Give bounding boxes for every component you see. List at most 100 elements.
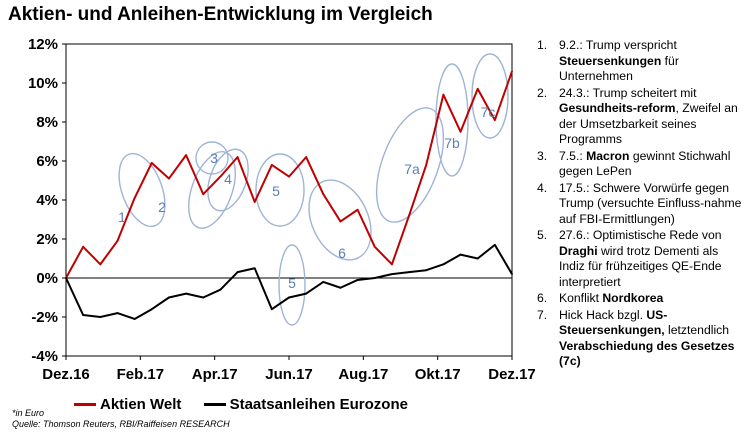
data-point-stocks: [202, 193, 205, 196]
event-number: 5.: [537, 228, 548, 242]
event-list: 1. 9.2.: Trump verspricht Steuersenkunge…: [537, 38, 747, 371]
data-point-stocks: [253, 201, 256, 203]
data-point-stocks: [476, 87, 479, 90]
legend-swatch-bonds: [203, 403, 226, 406]
legend-label-stocks: Aktien Welt: [100, 396, 182, 413]
data-point-stocks: [442, 93, 445, 96]
event-item: 5. 27.6.: Optimistische Rede von Draghi …: [537, 228, 747, 290]
data-point-bonds: [253, 267, 256, 270]
event-ellipse: [435, 63, 469, 177]
event-label: 2: [158, 199, 166, 215]
y-tick-label: -4%: [31, 348, 58, 365]
y-tick-label: 10%: [28, 75, 58, 92]
event-number: 4.: [537, 180, 548, 195]
data-point-bonds: [288, 296, 290, 299]
data-point-bonds: [408, 271, 410, 274]
data-point-bonds: [356, 279, 359, 281]
data-point-stocks: [339, 220, 342, 223]
data-point-stocks: [373, 245, 376, 248]
event-item: 4. 17.5.: Schwere Vorwürfe gegen Trump (…: [537, 181, 747, 228]
legend-item-bonds: Staatsanleihen Eurozone: [203, 396, 408, 413]
data-point-bonds: [442, 263, 445, 266]
event-ellipse: [118, 152, 166, 228]
x-tick-label: Aug.17: [338, 366, 388, 383]
event-ellipse: [375, 107, 445, 223]
x-axis: Dez.16 Feb.17 Apr.17 Jun.17 Aug.17 Okt.17 Dez.…: [42, 356, 535, 383]
data-point-stocks: [288, 175, 290, 178]
event-text: 27.6.: Optimistische Rede von: [559, 228, 722, 242]
data-point-bonds: [150, 308, 153, 311]
series-lines: [65, 70, 513, 320]
legend-label-bonds: Staatsanleihen Eurozone: [229, 396, 408, 413]
event-label: 6: [338, 245, 346, 261]
event-highlight: Gesundheits-reform: [559, 101, 676, 115]
data-point-stocks: [168, 177, 170, 180]
data-point-stocks: [511, 70, 513, 73]
event-item: 7. Hick Hack bzgl. US-Steuersenkungen, l…: [537, 308, 747, 370]
y-tick-label: 8%: [36, 114, 58, 131]
x-tick-label: Feb.17: [117, 366, 165, 383]
data-point-bonds: [133, 318, 136, 320]
event-label: 5: [288, 275, 296, 291]
data-point-bonds: [65, 277, 67, 279]
data-point-bonds: [168, 296, 170, 299]
event-labels: 1 2 34 5 5 6 7a 7b 7c: [118, 104, 495, 291]
data-point-bonds: [99, 316, 102, 318]
data-point-stocks: [408, 214, 410, 217]
data-point-bonds: [219, 288, 222, 291]
data-point-stocks: [236, 156, 239, 159]
event-label: 7c: [481, 104, 496, 120]
y-tick-label: 12%: [28, 36, 58, 53]
event-text: wird trotz Dementi als Indiz für frühzei…: [559, 243, 722, 289]
data-point-stocks: [356, 208, 359, 211]
event-text: für Unternehmen: [559, 53, 679, 84]
event-number: 7.: [537, 307, 548, 322]
data-point-stocks: [82, 245, 85, 248]
data-point-bonds: [185, 292, 187, 295]
event-number: 1.: [537, 38, 548, 52]
data-point-bonds: [236, 271, 239, 274]
data-point-stocks: [185, 154, 187, 157]
event-text: 24.3.: Trump scheitert mit: [559, 85, 697, 100]
event-label: 7a: [404, 161, 420, 177]
source-note: Quelle: Thomson Reuters, RBI/Raiffeisen …: [12, 419, 230, 429]
data-point-bonds: [459, 253, 462, 256]
data-point-bonds: [305, 292, 308, 295]
event-number: 6.: [537, 291, 548, 305]
event-ellipse: [471, 53, 509, 139]
y-axis: -4% -2% 0% 2% 4% 6% 8% 10% 12%: [28, 36, 512, 365]
event-item: 2. 24.3.: Trump scheitert mit Gesundheit…: [537, 86, 747, 148]
event-label: 7b: [444, 135, 460, 151]
event-highlight: Steuersenkungen: [559, 53, 662, 68]
event-ellipse: [195, 141, 229, 175]
data-point-stocks: [459, 130, 462, 133]
event-highlight: Draghi: [559, 243, 598, 258]
y-tick-label: 6%: [36, 153, 58, 170]
x-tick-label: Jun.17: [265, 366, 313, 383]
y-tick-label: -2%: [31, 309, 58, 326]
data-point-stocks: [270, 164, 273, 166]
legend-item-stocks: Aktien Welt: [74, 396, 181, 413]
unit-note: *in Euro: [12, 408, 45, 418]
data-point-bonds: [270, 308, 273, 311]
event-text: letztendlich: [668, 323, 730, 337]
event-text: 7.5.:: [559, 148, 583, 163]
data-point-bonds: [493, 243, 496, 246]
data-point-bonds: [82, 314, 85, 316]
event-item: 3. 7.5.: Macron gewinnt Stichwahl gegen …: [537, 149, 747, 180]
data-point-stocks: [99, 263, 102, 266]
chart-title: Aktien- und Anleihen-Entwicklung im Verg…: [8, 4, 433, 25]
event-number: 3.: [537, 148, 548, 163]
y-tick-label: 4%: [36, 192, 58, 209]
event-text: Hick Hack bzgl.: [559, 307, 643, 322]
event-ellipse: [278, 244, 306, 326]
data-point-stocks: [493, 119, 496, 121]
data-point-bonds: [476, 257, 479, 260]
data-point-stocks: [391, 263, 393, 266]
x-tick-label: Apr.17: [192, 366, 238, 383]
legend-swatch-stocks: [74, 403, 96, 406]
event-ellipse: [308, 179, 372, 261]
data-point-stocks: [150, 162, 153, 164]
data-point-bonds: [116, 312, 119, 314]
data-point-stocks: [133, 197, 136, 199]
